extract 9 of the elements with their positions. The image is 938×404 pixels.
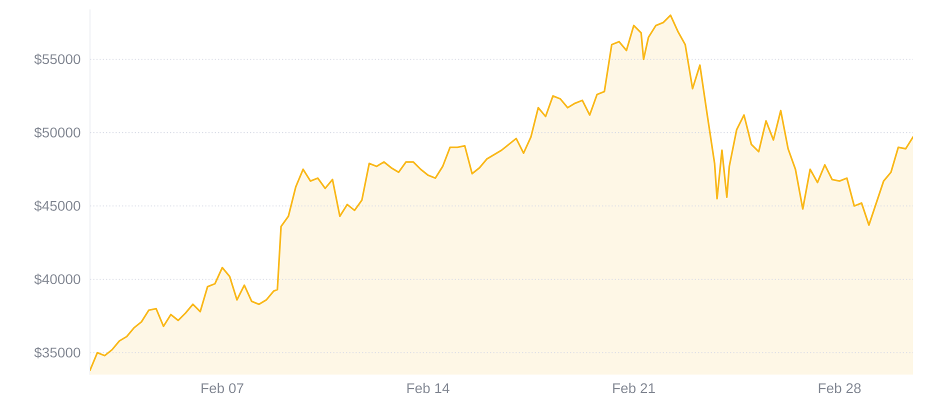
y-tick-label: $50000 (34, 126, 80, 138)
x-tick-label: Feb 21 (613, 382, 655, 394)
x-tick-label: Feb 28 (818, 382, 861, 394)
y-tick-label: $45000 (34, 200, 80, 212)
y-tick-label: $35000 (34, 347, 80, 358)
y-tick-label: $40000 (34, 274, 80, 286)
x-tick-label: Feb 07 (202, 382, 244, 394)
y-tick-label: $55000 (34, 54, 80, 65)
x-tick-label: Feb 14 (407, 382, 450, 394)
